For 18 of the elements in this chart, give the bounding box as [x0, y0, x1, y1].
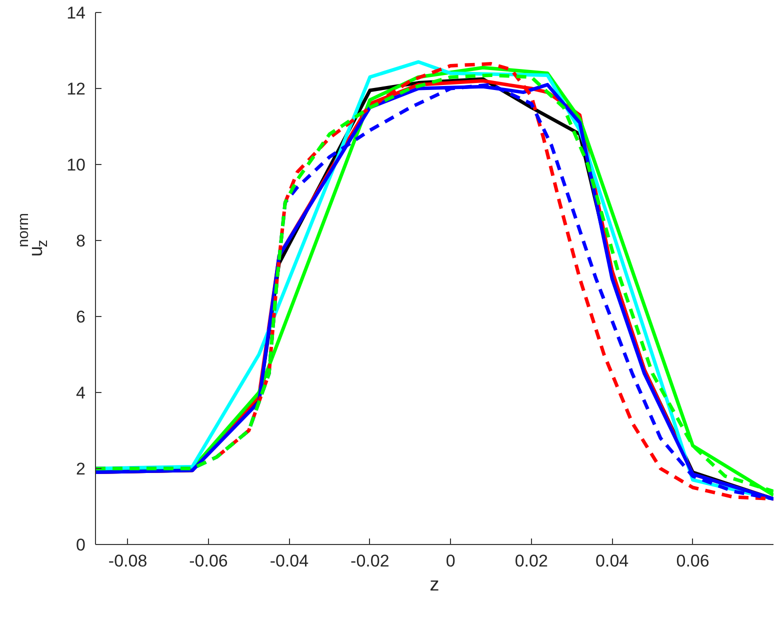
- y-tick-label: 14: [66, 4, 86, 22]
- y-tick-label: 0: [76, 536, 86, 554]
- y-tick-label: 6: [76, 308, 86, 326]
- x-tick-label: 0.06: [676, 552, 710, 570]
- x-tick-label: 0.04: [596, 552, 629, 570]
- x-tick-label: -0.08: [108, 552, 148, 570]
- x-tick-label: -0.04: [270, 552, 309, 570]
- x-axis-title: z: [430, 574, 440, 596]
- x-tick-label: -0.02: [350, 552, 390, 570]
- y-tick-label: 12: [66, 80, 86, 98]
- y-axis-title: uznorm: [15, 213, 51, 257]
- y-tick-label: 2: [76, 460, 86, 478]
- x-tick-label: 0: [446, 552, 456, 570]
- y-tick-label: 10: [66, 156, 86, 174]
- y-tick-label: 8: [76, 232, 86, 250]
- y-tick-label: 4: [76, 384, 86, 402]
- x-tick-label: -0.06: [189, 552, 228, 570]
- x-tick-label: 0.02: [514, 552, 548, 570]
